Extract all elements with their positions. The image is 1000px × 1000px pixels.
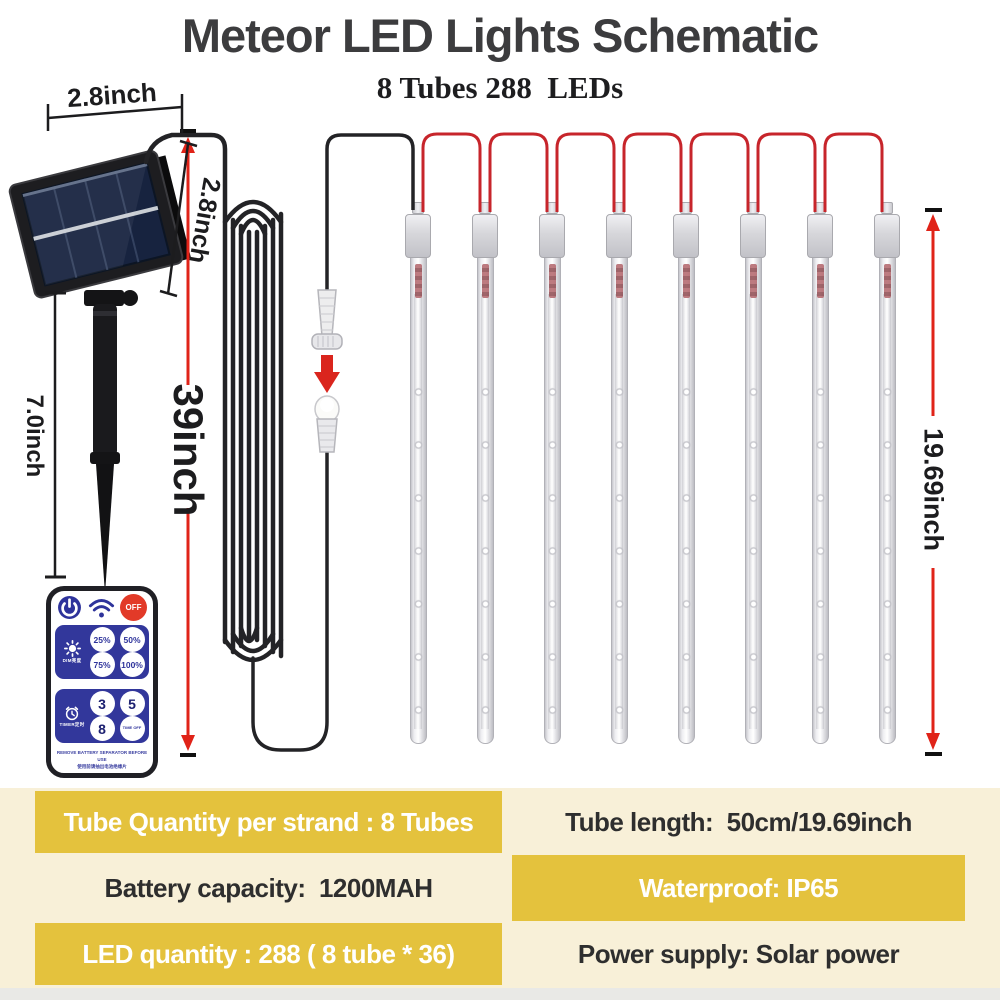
plug-arrow-icon bbox=[314, 355, 340, 393]
timer-panel: 3 TIMER定时 5 8 TIME OFF bbox=[55, 689, 149, 743]
timer-8-button: 8 bbox=[89, 716, 115, 741]
spec-tube-length: Tube length: 50cm/19.69inch bbox=[565, 806, 912, 837]
dim-75-button: 75% bbox=[89, 652, 115, 677]
spec-table: Tube Quantity per strand : 8 Tubes Tube … bbox=[0, 788, 1000, 988]
tube-length-label: 19.69inch bbox=[918, 427, 949, 552]
dim-25-button: 25% bbox=[89, 627, 115, 652]
led-tube bbox=[874, 202, 900, 744]
bottom-strip bbox=[0, 988, 1000, 1000]
dim-50-button: 50% bbox=[119, 627, 145, 652]
solar-panel bbox=[8, 150, 192, 299]
brightness-panel: 25% DIM亮度 50% 75% 100% bbox=[55, 625, 149, 679]
spec-power: Power supply: Solar power bbox=[577, 938, 900, 969]
ground-stake bbox=[84, 290, 138, 594]
led-tube bbox=[807, 202, 833, 744]
lead-wire bbox=[325, 133, 415, 290]
panel-dimension-lines bbox=[46, 94, 198, 298]
tube-link-wires bbox=[421, 132, 884, 212]
led-tube bbox=[606, 202, 632, 744]
led-tube bbox=[405, 202, 431, 744]
power-icon bbox=[58, 596, 81, 619]
led-tube bbox=[673, 202, 699, 744]
remote-notice: REMOVE BATTERY SEPARATOR BEFORE USE 使用前请… bbox=[56, 750, 148, 769]
remote-control: OFF 25% DIM亮度 50% 75% 100% 3 bbox=[46, 586, 158, 778]
stake-dimension-line bbox=[45, 291, 66, 579]
male-connector bbox=[311, 289, 343, 350]
timer-icon: TIMER定时 bbox=[59, 705, 84, 728]
spec-battery: Battery capacity: 1200MAH bbox=[104, 872, 433, 903]
spec-waterproof: Waterproof: IP65 bbox=[512, 855, 965, 921]
stake-length-label: 7.0inch bbox=[21, 394, 48, 478]
spec-led-quantity: LED quantity : 288 ( 8 tube * 36) bbox=[35, 923, 502, 985]
page-title: Meteor LED Lights Schematic bbox=[181, 9, 819, 62]
spec-tube-quantity: Tube Quantity per strand : 8 Tubes bbox=[35, 791, 502, 853]
dim-100-button: 100% bbox=[119, 652, 145, 677]
brightness-icon: DIM亮度 bbox=[63, 640, 82, 664]
timer-3-button: 3 bbox=[89, 691, 115, 716]
panel-depth-label: 2.8inch bbox=[183, 175, 226, 266]
wifi-icon bbox=[88, 598, 114, 617]
timer-5-button: 5 bbox=[119, 691, 145, 716]
off-button: OFF bbox=[120, 594, 147, 621]
cable-length-label: 39inch bbox=[165, 383, 212, 517]
led-tube bbox=[539, 202, 565, 744]
time-off-button: TIME OFF bbox=[119, 716, 145, 741]
led-tube bbox=[740, 202, 766, 744]
led-tube bbox=[472, 202, 498, 744]
female-connector bbox=[314, 395, 340, 453]
page-subtitle: 8 Tubes 288 LEDs bbox=[376, 70, 624, 105]
